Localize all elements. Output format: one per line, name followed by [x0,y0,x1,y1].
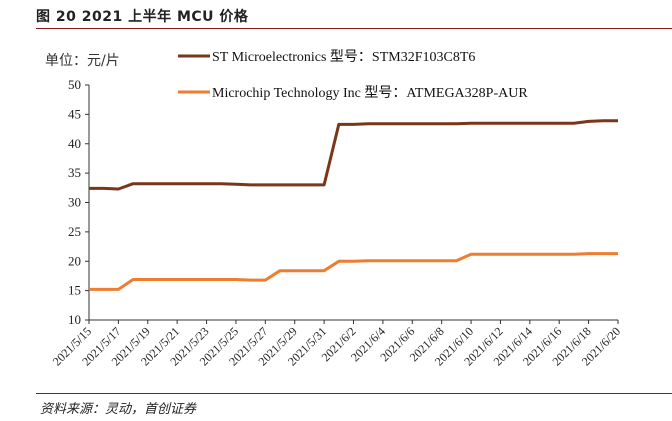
y-tick-label: 15 [68,283,81,298]
y-tick-label: 10 [68,312,81,327]
series-line-1 [89,119,618,191]
legend-label-2: Microchip Technology Inc 型号：ATMEGA328P-A… [212,85,528,101]
figure-title-bar: 图 20 2021 上半年 MCU 价格 [36,4,672,29]
y-axis-label: 单位：元/片 [45,53,120,69]
y-tick-label: 50 [68,77,81,92]
source-note: 资料来源：灵动，首创证券 [40,402,197,417]
y-tick-label: 45 [68,106,81,121]
source-divider [36,393,672,394]
y-tick-label: 20 [68,253,81,268]
y-tick-label: 25 [68,224,81,239]
y-tick-label: 30 [68,195,81,210]
y-tick-label: 40 [68,136,81,151]
line-chart: 单位：元/片1015202530354045502021/5/152021/5/… [45,49,623,369]
legend-label-1: ST Microelectronics 型号：STM32F103C8T6 [212,49,475,65]
y-tick-label: 35 [68,165,81,180]
series-line-2 [89,252,618,291]
figure-title: 图 20 2021 上半年 MCU 价格 [36,9,249,25]
